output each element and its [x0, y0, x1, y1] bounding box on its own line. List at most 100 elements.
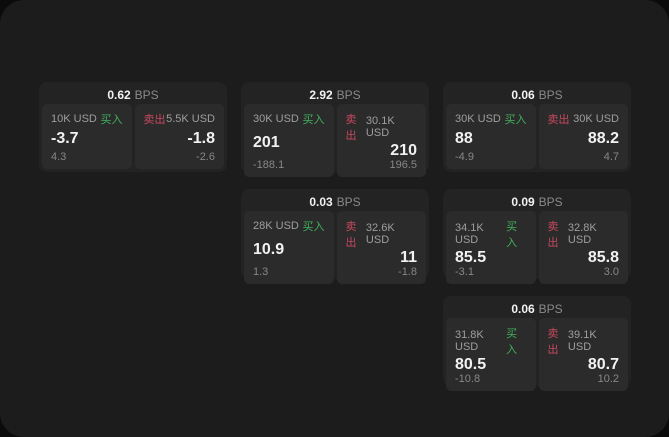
quote-card: 2.92 BPS 30K USD 买入 201 -188.1 卖出 30.1K … — [241, 82, 429, 177]
sell-amount: 32.6K USD — [365, 222, 395, 246]
quote-card: 0.06 BPS 30K USD 买入 88 -4.9 卖出 30K USD — [443, 82, 631, 172]
buy-price: 85.5 — [455, 249, 487, 266]
buy-secondary-value: -3.1 — [455, 266, 474, 278]
sell-amount: 32.8K USD — [567, 222, 597, 246]
buy-quote-panel[interactable]: 31.8K USD 买入 80.5 -10.8 — [446, 318, 536, 391]
bps-value: 0.09 — [511, 194, 535, 209]
sell-price: 80.7 — [587, 356, 619, 373]
buy-amount: 10K USD — [51, 113, 97, 125]
sell-quote-panel[interactable]: 卖出 5.5K USD -1.8 -2.6 — [134, 104, 224, 169]
sell-quote-panel[interactable]: 卖出 32.8K USD 85.8 3.0 — [538, 211, 628, 284]
buy-side-label: 买入 — [100, 114, 123, 126]
sell-price: 11 — [400, 249, 417, 266]
quote-card: 0.03 BPS 28K USD 买入 10.9 1.3 卖出 32.6K US… — [241, 189, 429, 284]
bps-value: 0.03 — [309, 194, 333, 209]
sell-quote-panel[interactable]: 卖出 30.1K USD 210 196.5 — [336, 104, 426, 177]
quote-panels: 30K USD 买入 201 -188.1 卖出 30.1K USD 210 1… — [244, 104, 426, 177]
sell-amount: 5.5K USD — [166, 113, 215, 125]
buy-secondary-value: -188.1 — [253, 159, 285, 171]
sell-secondary-value: -2.6 — [196, 151, 215, 163]
sell-side-label: 卖出 — [345, 221, 357, 249]
buy-price: 88 — [455, 130, 473, 147]
sell-quote-panel[interactable]: 卖出 39.1K USD 80.7 10.2 — [538, 318, 628, 391]
buy-panel-top-row: 10K USD 买入 — [51, 111, 123, 127]
quote-card: 0.62 BPS 10K USD 买入 -3.7 4.3 卖出 5.5K USD — [39, 82, 227, 172]
quote-panels: 34.1K USD 买入 85.5 -3.1 卖出 32.8K USD 85.8… — [446, 211, 628, 284]
buy-panel-top-row: 31.8K USD 买入 — [455, 325, 527, 357]
sell-quote-panel[interactable]: 卖出 30K USD 88.2 4.7 — [538, 104, 628, 169]
quote-panels: 28K USD 买入 10.9 1.3 卖出 32.6K USD 11 -1.8 — [244, 211, 426, 284]
quote-panels: 31.8K USD 买入 80.5 -10.8 卖出 39.1K USD 80.… — [446, 318, 628, 391]
sell-side-label: 卖出 — [345, 114, 357, 142]
sell-panel-top-row: 卖出 5.5K USD — [144, 111, 216, 127]
sell-secondary-value: -1.8 — [398, 266, 417, 278]
sell-price: -1.8 — [187, 130, 215, 147]
sell-price: 210 — [390, 142, 417, 159]
bps-unit-label: BPS — [134, 87, 159, 102]
buy-amount: 30K USD — [455, 113, 501, 125]
quote-card: 0.09 BPS 34.1K USD 买入 85.5 -3.1 卖出 32.8K… — [443, 189, 631, 284]
bps-spread-header: 0.06 BPS — [446, 85, 628, 104]
buy-amount: 34.1K USD — [455, 222, 484, 246]
bps-unit-label: BPS — [538, 194, 563, 209]
bps-value: 0.62 — [107, 87, 131, 102]
bps-spread-header: 0.03 BPS — [244, 192, 426, 211]
buy-side-label: 买入 — [302, 114, 325, 126]
bps-unit-label: BPS — [336, 87, 361, 102]
buy-price: -3.7 — [51, 130, 79, 147]
buy-amount: 30K USD — [253, 113, 299, 125]
buy-price: 10.9 — [253, 241, 285, 258]
sell-panel-top-row: 卖出 30K USD — [548, 111, 620, 127]
sell-price: 85.8 — [587, 249, 619, 266]
sell-secondary-value: 196.5 — [389, 159, 417, 171]
sell-panel-top-row: 卖出 30.1K USD — [346, 111, 418, 143]
buy-panel-top-row: 30K USD 买入 — [253, 111, 325, 127]
bps-value: 0.06 — [511, 301, 535, 316]
buy-side-label: 买入 — [302, 221, 325, 233]
buy-panel-top-row: 34.1K USD 买入 — [455, 218, 527, 250]
bps-spread-header: 0.06 BPS — [446, 299, 628, 318]
bps-spread-header: 0.09 BPS — [446, 192, 628, 211]
quote-card: 0.06 BPS 31.8K USD 买入 80.5 -10.8 卖出 39.1… — [443, 296, 631, 391]
buy-side-label: 买入 — [506, 328, 518, 356]
buy-secondary-value: -10.8 — [455, 373, 481, 385]
sell-amount: 30.1K USD — [365, 115, 395, 139]
buy-price: 80.5 — [455, 356, 487, 373]
buy-panel-top-row: 28K USD 买入 — [253, 218, 325, 234]
sell-panel-top-row: 卖出 39.1K USD — [548, 325, 620, 357]
sell-secondary-value: 10.2 — [597, 373, 619, 385]
sell-side-label: 卖出 — [143, 114, 166, 126]
quote-panels: 30K USD 买入 88 -4.9 卖出 30K USD 88.2 4.7 — [446, 104, 628, 169]
sell-side-label: 卖出 — [547, 114, 570, 126]
buy-price: 201 — [253, 134, 280, 151]
buy-quote-panel[interactable]: 10K USD 买入 -3.7 4.3 — [42, 104, 132, 169]
buy-side-label: 买入 — [506, 221, 518, 249]
buy-amount: 28K USD — [253, 220, 299, 232]
buy-quote-panel[interactable]: 28K USD 买入 10.9 1.3 — [244, 211, 334, 284]
quote-card-grid: 0.62 BPS 10K USD 买入 -3.7 4.3 卖出 5.5K USD — [39, 82, 631, 391]
sell-secondary-value: 4.7 — [603, 151, 619, 163]
buy-secondary-value: -4.9 — [455, 151, 474, 163]
quote-panels: 10K USD 买入 -3.7 4.3 卖出 5.5K USD -1.8 -2.… — [42, 104, 224, 169]
bps-unit-label: BPS — [538, 301, 563, 316]
buy-quote-panel[interactable]: 34.1K USD 买入 85.5 -3.1 — [446, 211, 536, 284]
bps-unit-label: BPS — [336, 194, 361, 209]
sell-amount: 39.1K USD — [567, 329, 597, 353]
buy-quote-panel[interactable]: 30K USD 买入 201 -188.1 — [244, 104, 334, 177]
bps-unit-label: BPS — [538, 87, 563, 102]
buy-amount: 31.8K USD — [455, 329, 484, 353]
bps-value: 2.92 — [309, 87, 333, 102]
sell-price: 88.2 — [587, 130, 619, 147]
buy-secondary-value: 4.3 — [51, 151, 67, 163]
sell-quote-panel[interactable]: 卖出 32.6K USD 11 -1.8 — [336, 211, 426, 284]
bps-value: 0.06 — [511, 87, 535, 102]
sell-panel-top-row: 卖出 32.8K USD — [548, 218, 620, 250]
sell-panel-top-row: 卖出 32.6K USD — [346, 218, 418, 250]
sell-secondary-value: 3.0 — [603, 266, 619, 278]
buy-quote-panel[interactable]: 30K USD 买入 88 -4.9 — [446, 104, 536, 169]
buy-secondary-value: 1.3 — [253, 266, 269, 278]
sell-side-label: 卖出 — [547, 328, 559, 356]
bps-spread-header: 2.92 BPS — [244, 85, 426, 104]
sell-side-label: 卖出 — [547, 221, 559, 249]
